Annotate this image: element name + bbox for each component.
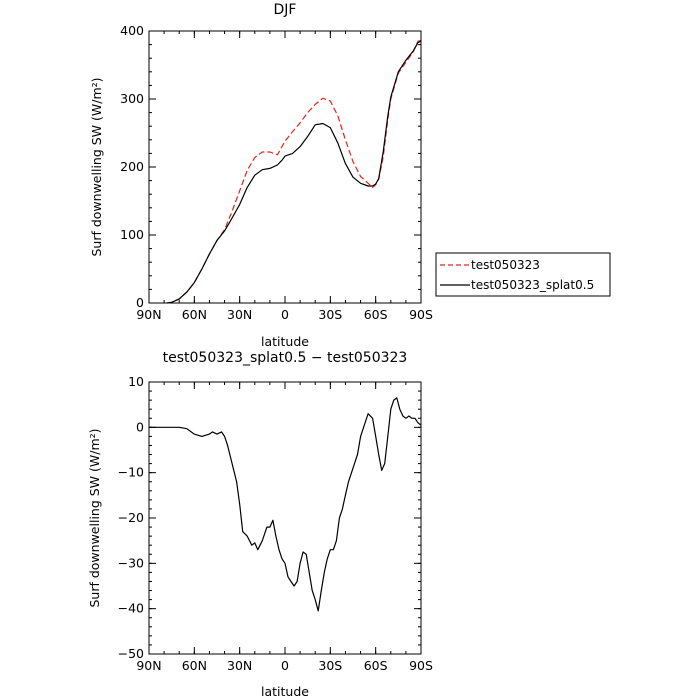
top-x-tick-label: 0 <box>281 307 289 322</box>
legend: test050323 test050323_splat0.5 <box>435 252 611 297</box>
bottom-y-axis-label: Surf downwelling SW (W/m²) <box>87 428 102 607</box>
top-x-tick-label: 30S <box>318 307 342 322</box>
bottom-y-tick-label: −40 <box>118 601 144 616</box>
top-y-tick-label: 400 <box>120 23 144 38</box>
top-y-tick-label: 100 <box>120 227 144 242</box>
bottom-y-tick-label: −50 <box>118 646 144 661</box>
legend-box <box>435 252 611 297</box>
bottom-y-tick-label: 0 <box>136 419 144 434</box>
bottom-series-line-difference <box>149 397 422 612</box>
bottom-chart: test050323_splat0.5 − test050323 10 0 −10 −… <box>87 350 433 699</box>
top-chart-title: DJF <box>274 2 297 18</box>
bottom-chart-title: test050323_splat0.5 − test050323 <box>163 350 408 366</box>
bottom-x-tick-label: 30S <box>318 658 342 673</box>
top-x-tick-label: 90N <box>136 307 161 322</box>
bottom-x-tick-label: 60S <box>364 658 388 673</box>
bottom-x-axis: 90N 60N 30N 0 30S 60S 90S <box>136 382 433 673</box>
top-x-axis: 90N 60N 30N 0 30S 60S 90S <box>136 31 433 322</box>
bottom-x-tick-label: 90N <box>136 658 161 673</box>
top-x-tick-label: 30N <box>227 307 252 322</box>
bottom-x-tick-label: 0 <box>281 658 289 673</box>
top-x-tick-label: 60N <box>182 307 207 322</box>
top-x-axis-label: latitude <box>261 334 309 349</box>
top-y-tick-label: 0 <box>136 295 144 310</box>
top-x-tick-label: 90S <box>409 307 433 322</box>
top-y-tick-label: 200 <box>120 159 144 174</box>
bottom-y-axis: 10 0 −10 −20 −30 −40 −50 <box>118 374 421 661</box>
top-series-line-test050323-splat0-5 <box>167 40 422 304</box>
top-y-tick-label: 300 <box>120 91 144 106</box>
bottom-x-axis-label: latitude <box>261 684 309 699</box>
top-series-layer <box>167 39 422 304</box>
bottom-y-tick-label: −30 <box>118 555 144 570</box>
bottom-plot-frame <box>148 381 422 655</box>
top-chart: DJF 0 100 200 300 400 90N 60N 30N 0 30S 60S 90S la… <box>89 2 433 349</box>
legend-label-test050323: test050323 <box>471 258 540 272</box>
top-y-axis: 0 100 200 300 400 <box>120 23 421 310</box>
bottom-y-tick-label: −10 <box>118 465 144 480</box>
bottom-x-tick-label: 90S <box>409 658 433 673</box>
top-x-tick-label: 60S <box>364 307 388 322</box>
bottom-x-tick-label: 60N <box>182 658 207 673</box>
bottom-x-tick-label: 30N <box>227 658 252 673</box>
legend-label-splat: test050323_splat0.5 <box>471 278 594 292</box>
bottom-y-tick-label: 10 <box>128 374 144 389</box>
top-y-axis-label: Surf downwelling SW (W/m²) <box>89 77 104 256</box>
bottom-y-tick-label: −20 <box>118 510 144 525</box>
bottom-series-layer <box>149 397 422 612</box>
